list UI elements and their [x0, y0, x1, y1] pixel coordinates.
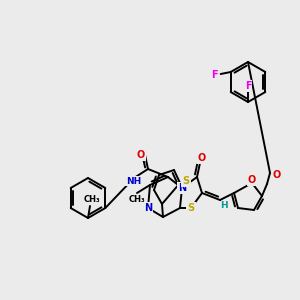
Text: CH₃: CH₃ [129, 196, 145, 205]
Text: O: O [137, 150, 145, 160]
Text: N: N [144, 203, 152, 213]
Text: F: F [245, 81, 251, 91]
Text: H: H [220, 202, 228, 211]
Text: O: O [198, 153, 206, 163]
Text: NH: NH [126, 176, 142, 185]
Text: O: O [273, 170, 281, 180]
Text: S: S [188, 203, 195, 213]
Text: CH₃: CH₃ [84, 196, 100, 205]
Text: S: S [182, 176, 190, 186]
Text: O: O [248, 175, 256, 185]
Text: F: F [212, 70, 218, 80]
Text: N: N [178, 183, 186, 193]
